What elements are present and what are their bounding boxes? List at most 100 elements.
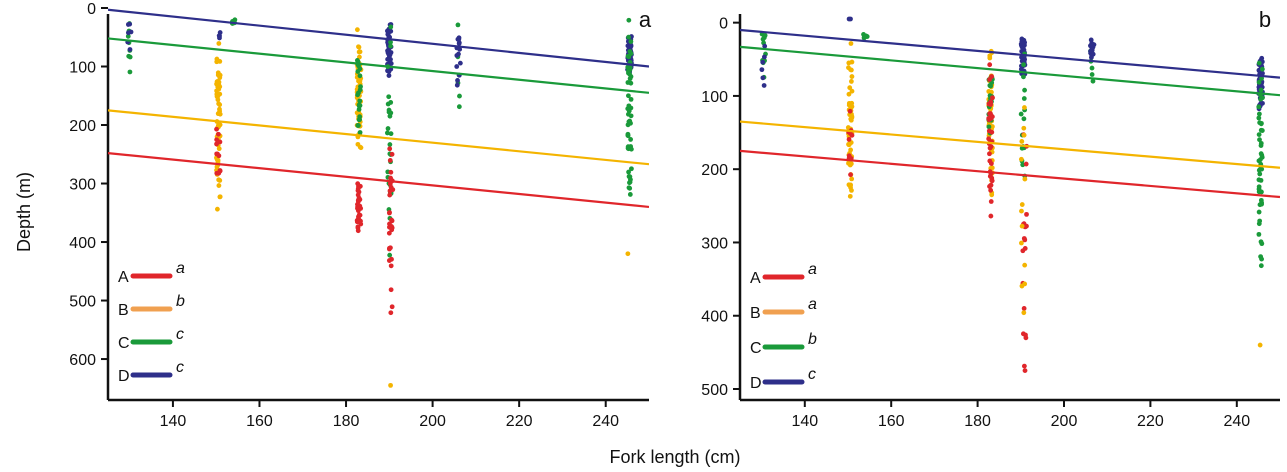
data-point-C	[628, 120, 633, 126]
data-point-D	[127, 47, 133, 52]
panel-b: 140 160 180 200 220 240 0 100 200 300 400 500 Aa Ba Cb…	[701, 7, 1280, 430]
data-point-D	[1020, 55, 1026, 61]
data-point-B	[1022, 176, 1028, 182]
panel-a: 140 160 180 200 220 240 0 100 200 300 400 500 600 Aa B…	[69, 1, 652, 430]
data-point-A	[216, 131, 221, 137]
data-point-C	[1256, 209, 1262, 215]
y-tick-label: 100	[69, 60, 96, 77]
data-point-C	[456, 104, 462, 110]
data-point-C	[1021, 116, 1027, 122]
data-point-C	[629, 146, 634, 152]
data-point-A	[357, 197, 363, 202]
data-point-A	[847, 108, 853, 114]
data-point-B	[846, 142, 852, 148]
data-point-A	[358, 218, 363, 224]
data-point-C	[1257, 120, 1263, 126]
data-point-C	[626, 169, 631, 175]
data-point-B	[215, 97, 221, 103]
data-point-C	[356, 107, 362, 112]
legend-significance-D: c	[176, 359, 184, 376]
data-point-C	[1089, 65, 1095, 71]
data-point-C	[1259, 152, 1265, 158]
data-point-A	[356, 212, 362, 218]
data-point-C	[626, 17, 632, 23]
data-point-B	[358, 145, 364, 151]
data-point-B	[849, 74, 855, 79]
data-point-D	[760, 75, 766, 81]
data-point-A	[356, 205, 362, 211]
data-point-C	[1256, 132, 1262, 138]
fit-line-D	[740, 28, 1280, 79]
data-point-B	[357, 78, 363, 84]
data-point-A	[214, 126, 219, 132]
data-point-A	[388, 310, 394, 316]
x-tick-label: 180	[964, 413, 991, 430]
data-point-C	[626, 93, 631, 99]
data-point-C	[625, 80, 631, 85]
data-point-C	[357, 98, 363, 104]
data-point-A	[987, 151, 992, 157]
data-point-A	[388, 287, 394, 293]
data-point-C	[1258, 87, 1264, 93]
data-point-C	[388, 24, 394, 30]
data-point-C	[1021, 62, 1026, 68]
data-point-B	[355, 141, 361, 147]
data-point-B	[1019, 139, 1025, 144]
legend-significance-D: c	[808, 366, 816, 383]
data-point-C	[388, 39, 393, 45]
x-tick-label: 200	[1051, 413, 1078, 430]
data-point-B	[987, 53, 993, 59]
data-point-B	[1019, 223, 1025, 229]
data-point-A	[356, 189, 362, 195]
data-point-A	[389, 151, 395, 157]
data-point-C	[357, 117, 362, 122]
y-tick-label: 600	[69, 352, 96, 369]
legend-label-C: C	[118, 335, 130, 352]
y-tick-label: 400	[701, 309, 728, 326]
data-point-C	[127, 69, 133, 75]
y-axis-title: Depth (m)	[14, 172, 34, 252]
panel-letter: a	[639, 7, 652, 32]
data-point-B	[356, 44, 361, 50]
data-point-C	[1258, 239, 1264, 245]
data-point-D	[455, 36, 461, 42]
data-point-A	[389, 227, 395, 233]
x-tick-label: 220	[506, 413, 533, 430]
data-point-B	[847, 193, 853, 199]
data-point-B	[989, 192, 995, 198]
data-point-B	[216, 41, 222, 46]
data-point-B	[849, 88, 855, 94]
legend-significance-B: a	[808, 296, 817, 313]
y-tick-label: 0	[87, 1, 96, 18]
data-point-D	[627, 44, 633, 50]
data-point-C	[1022, 87, 1027, 93]
data-point-C	[628, 39, 634, 45]
data-point-D	[762, 43, 768, 49]
data-point-A	[988, 199, 994, 204]
data-point-C	[1256, 79, 1262, 85]
data-point-B	[845, 125, 851, 130]
data-point-B	[847, 85, 853, 91]
data-point-C	[629, 166, 634, 172]
data-point-A	[387, 146, 393, 152]
data-point-B	[1022, 262, 1028, 268]
data-point-A	[1022, 237, 1028, 243]
data-point-A	[989, 74, 995, 79]
fit-line-C	[108, 37, 649, 94]
data-point-D	[1090, 51, 1096, 57]
data-point-C	[1256, 104, 1262, 110]
data-point-B	[846, 91, 852, 97]
data-point-C	[1256, 60, 1262, 66]
data-point-A	[988, 213, 994, 219]
x-tick-label: 140	[791, 413, 818, 430]
data-point-C	[626, 108, 632, 114]
legend-label-B: B	[750, 305, 761, 322]
data-point-C	[627, 49, 633, 54]
legend-label-A: A	[118, 269, 129, 286]
data-point-A	[1023, 335, 1029, 341]
data-point-D	[454, 64, 460, 69]
data-point-A	[389, 218, 395, 224]
data-point-D	[454, 53, 460, 58]
data-point-B	[1257, 342, 1263, 348]
